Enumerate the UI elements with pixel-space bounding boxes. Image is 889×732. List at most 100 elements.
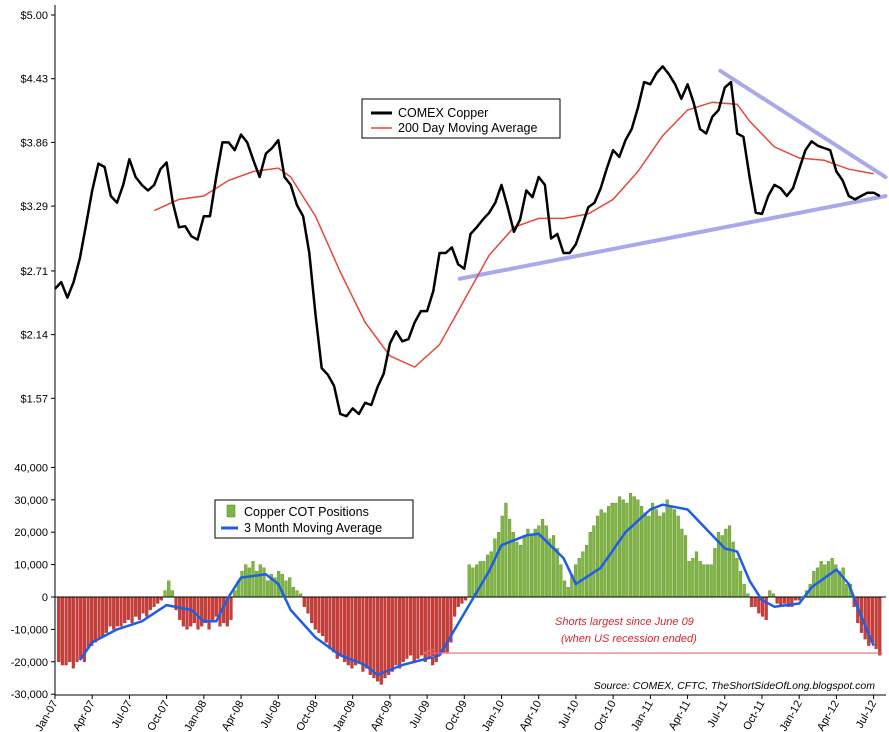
cot-bar — [562, 580, 567, 598]
cot-bar — [207, 596, 211, 630]
cot-bar — [768, 590, 772, 598]
cot-bar — [584, 545, 589, 598]
x-tick-label: Jul-11 — [705, 699, 730, 730]
cot-bar — [203, 596, 207, 624]
cot-bar — [431, 596, 435, 666]
cot-bar — [394, 596, 398, 666]
cot-bar — [288, 577, 292, 598]
cot-bar — [713, 548, 717, 598]
cot-bar — [211, 596, 215, 620]
cot-bar — [101, 596, 105, 637]
cot-bar — [148, 596, 152, 611]
cot-bar — [456, 596, 460, 607]
cot-bar — [284, 580, 288, 598]
x-tick-label: Oct-09 — [443, 699, 470, 732]
cot-bar — [310, 596, 314, 624]
cot-bar — [317, 596, 321, 633]
cot-bar — [390, 596, 394, 672]
cot-bar — [647, 515, 651, 598]
cot-bar — [170, 590, 174, 598]
cot-bar — [343, 596, 347, 662]
cot-bar — [555, 548, 559, 598]
cot-bar — [405, 596, 409, 659]
cot-bar — [581, 551, 585, 598]
cot-bar — [632, 496, 636, 598]
cot-legend-swatch — [226, 504, 236, 518]
cot-bar — [841, 567, 845, 598]
cot-bar — [123, 596, 127, 624]
cot-bar — [493, 538, 497, 598]
x-tick-label: Jul-08 — [258, 699, 283, 731]
cot-bar — [324, 596, 328, 643]
cot-bar — [214, 596, 218, 617]
cot-bar — [97, 596, 101, 640]
cot-y-tick-label: -10,000 — [11, 624, 48, 636]
annotation-line-1: Shorts largest since June 09 — [555, 616, 694, 628]
price-y-tick-label: $3.29 — [20, 201, 48, 213]
cot-bar — [654, 509, 658, 598]
cot-bar — [643, 512, 647, 598]
cot-bar — [90, 596, 94, 646]
resistance-trendline — [718, 68, 888, 180]
cot-bar — [650, 502, 655, 598]
cot-bar — [683, 535, 688, 598]
cot-bar — [636, 499, 640, 598]
price-y-tick-label: $2.14 — [20, 330, 48, 342]
cot-bar — [357, 596, 361, 662]
cot-legend: Copper COT Positions 3 Month Moving Aver… — [214, 499, 414, 539]
cot-bar — [698, 561, 702, 598]
cot-bar — [617, 496, 622, 598]
x-tick-label: Apr-10 — [517, 699, 544, 732]
x-tick-label: Jan-09 — [331, 699, 358, 732]
cot-bar — [551, 535, 556, 598]
cot-bar — [134, 596, 138, 617]
price-y-tick-label: $4.43 — [20, 74, 48, 86]
cot-bar — [130, 596, 134, 624]
cot-bar — [438, 596, 442, 656]
x-axis: Jan-07 Apr-07 Jul-07 Oct-07 Jan-08 Apr-08 Jul-… — [33, 694, 886, 732]
cot-y-tick-label: -30,000 — [11, 689, 48, 701]
cot-bar — [526, 528, 530, 598]
cot-bar — [687, 561, 691, 598]
cot-bar — [566, 587, 570, 598]
cot-bar — [412, 596, 416, 662]
cot-bar — [262, 567, 266, 598]
cot-bar — [705, 564, 710, 598]
cot-bar — [874, 596, 878, 649]
cot-bar — [368, 596, 372, 675]
x-tick-label: Oct-07 — [145, 699, 172, 732]
x-tick-label: Jul-07 — [110, 699, 135, 731]
x-tick-label: Jan-11 — [629, 699, 656, 732]
cot-bar — [251, 561, 255, 598]
cot-bar — [606, 506, 611, 598]
cot-bar — [401, 596, 405, 662]
cot-bar — [163, 590, 167, 598]
ma200-legend-label: 200 Day Moving Average — [398, 121, 537, 135]
cot-bar — [93, 596, 97, 643]
cot-bar — [742, 583, 746, 598]
cot-bar — [749, 596, 754, 607]
cot-bar — [354, 596, 358, 666]
cot-bar — [339, 596, 343, 656]
x-tick-label: Oct-08 — [294, 699, 321, 732]
x-tick-label: Jul-12 — [854, 699, 879, 731]
cot-bar — [738, 570, 743, 598]
cot-bar — [775, 596, 779, 604]
cot-bar — [167, 580, 171, 598]
cot-bar — [266, 580, 270, 598]
price-legend-box — [361, 98, 561, 139]
cot-bar — [321, 596, 325, 637]
cot-bar — [533, 528, 537, 598]
cot-bar — [247, 567, 251, 598]
cot-bar — [376, 596, 380, 682]
cot-bar — [145, 596, 149, 617]
x-tick-label: Jan-08 — [182, 699, 209, 732]
cot-bar — [112, 596, 116, 630]
price-y-tick-label: $1.57 — [20, 393, 48, 405]
x-tick-label: Jan-07 — [33, 699, 60, 732]
cot-bar — [79, 596, 83, 659]
price-y-tick-label: $5.00 — [20, 10, 48, 22]
cot-legend-box — [214, 499, 414, 539]
cot-bar — [830, 557, 834, 598]
cot-bar — [244, 564, 248, 598]
